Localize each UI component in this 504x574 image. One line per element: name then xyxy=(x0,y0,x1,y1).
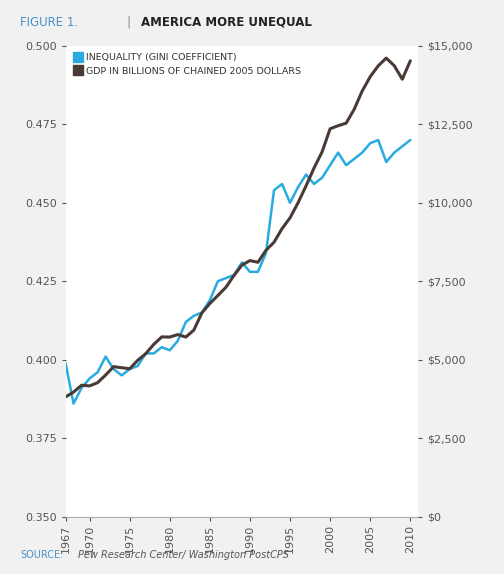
Text: |: | xyxy=(126,15,130,29)
Text: SOURCE:: SOURCE: xyxy=(20,550,64,560)
Text: AMERICA MORE UNEQUAL: AMERICA MORE UNEQUAL xyxy=(141,15,312,29)
Text: Pew Research Center/ Washington PostCPS: Pew Research Center/ Washington PostCPS xyxy=(78,550,289,560)
Legend: INEQUALITY (GINI COEFFICIENT), GDP IN BILLIONS OF CHAINED 2005 DOLLARS: INEQUALITY (GINI COEFFICIENT), GDP IN BI… xyxy=(74,53,301,76)
Text: FIGURE 1.: FIGURE 1. xyxy=(20,15,78,29)
